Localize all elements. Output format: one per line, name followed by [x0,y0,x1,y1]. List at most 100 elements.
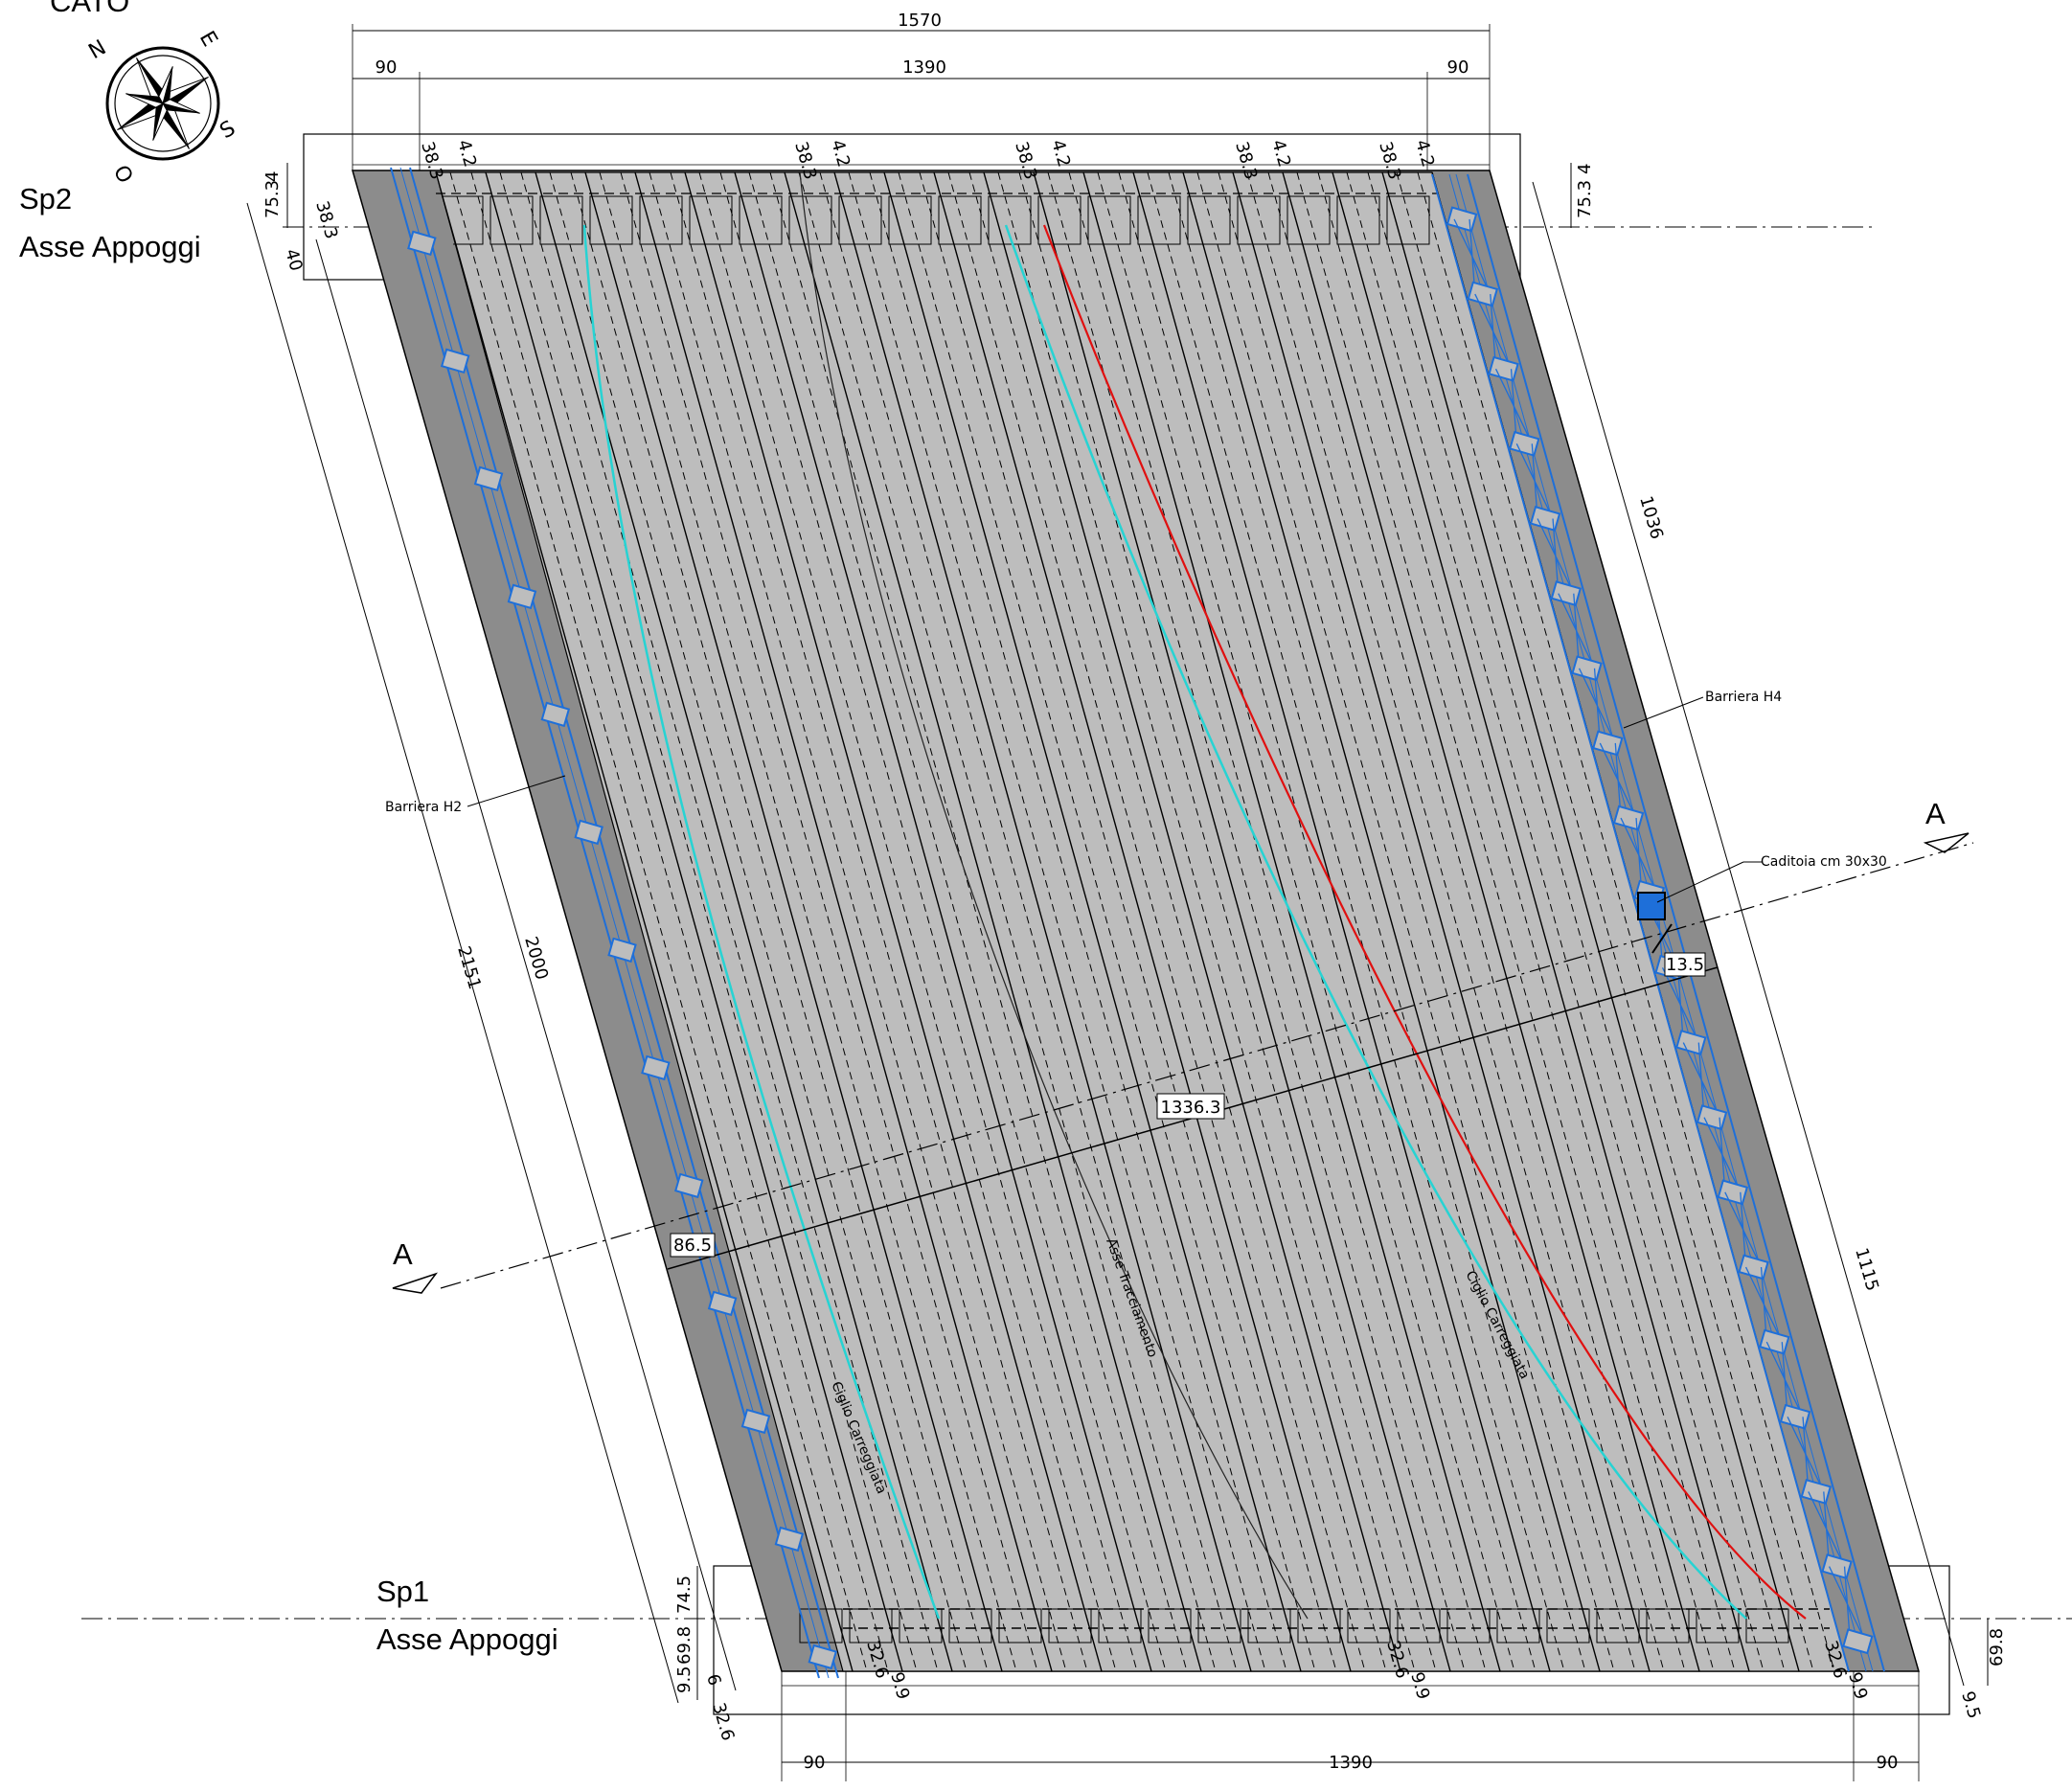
barrier-post [740,1408,771,1435]
dim-top-left: 90 [376,57,398,78]
barrier-post [1592,730,1624,757]
compass-west: O [108,162,137,189]
barrier-post [540,701,571,728]
barrier-post [1779,1403,1811,1430]
dim-tl-4: 40 [281,247,307,274]
dim-top-right: 90 [1447,57,1469,78]
leader-barrier-left [467,775,566,807]
dim-bottom-small-b: 9.9 [886,1670,913,1702]
alignment-line [1042,224,1807,1620]
axis-line [799,171,1309,1620]
dim-bl-5: 6 [702,1672,724,1689]
barrier-post [1467,281,1499,307]
dim-right-lower: 1115 [1851,1246,1882,1294]
barrier-brace [1843,1566,1851,1642]
leader-barrier-right [1623,696,1704,729]
barrier-post [1488,355,1519,382]
barrier-brace [1469,218,1476,295]
beam [933,172,1387,1671]
barrier-post [1821,1553,1853,1580]
barrier-brace [1697,1042,1705,1118]
beam [1082,172,1537,1671]
compass-south: S [216,117,240,145]
beam [883,172,1337,1671]
dim-skew-left: 86.5 [673,1236,712,1256]
barrier-post [641,1054,671,1081]
barrier-post [1738,1254,1769,1281]
barrier-post [1509,430,1540,457]
beam [684,172,1138,1671]
section-line [440,842,1974,1289]
dim-line-right-outer [1532,181,1965,1687]
beam [1132,172,1586,1671]
dim-bottom-small-b: 9.9 [1844,1670,1871,1702]
barrier-post [440,348,470,374]
barrier-brace [1614,742,1622,819]
barrier-brace [1676,967,1684,1043]
barrier-post [1842,1628,1874,1655]
dim-line-left-inner [315,238,737,1691]
dim-skew-left-box [670,1233,716,1258]
beam [634,172,1088,1671]
dim-tl-3: 38.3 [311,199,341,241]
barrier-post [1759,1328,1790,1355]
barrier-post [1571,655,1603,682]
barrier-post [1612,805,1645,831]
barrier-post [1717,1179,1749,1206]
dim-left-outer: 2151 [453,944,485,992]
barrier-brace [1760,1266,1767,1343]
curb-line-right [1004,224,1747,1620]
dim-bottom-mid: 1390 [1329,1753,1373,1773]
dim-bottom-small-b: 9.9 [1406,1670,1433,1702]
dim-diagonal: 1336.3 [1161,1098,1221,1118]
beam [1182,172,1636,1671]
barrier-brace [1635,818,1643,894]
drain-icon [1637,892,1666,920]
barrier-post [707,1290,738,1317]
barrier-brace [1802,1417,1810,1492]
support-top-name: Sp2 [19,182,72,215]
drain-arm [1651,923,1673,954]
dim-top-mid: 1390 [902,57,946,78]
barrier-post [507,583,537,610]
dim-skew-right: 13.5 [1666,955,1704,975]
barrier-post [774,1526,805,1553]
label-section-right: A [1925,797,1946,830]
curb-line-left [582,224,941,1620]
dim-top-total: 1570 [898,11,942,31]
dim-tr-1: 4 [1575,164,1595,174]
barrier-post [574,819,603,846]
barrier-brace [1573,593,1581,669]
barrier-brace [1719,1117,1726,1192]
dim-bl-4: 32.6 [708,1701,738,1743]
beam [983,172,1437,1671]
section-marker-right [1923,832,1970,853]
barrier-brace [1510,369,1517,444]
barrier-left-posts [407,230,837,1670]
dim-left-inner: 2000 [520,935,552,983]
barrier-brace [1823,1491,1831,1567]
barrier-brace [1490,293,1497,370]
compass-north: N [85,35,111,64]
barrier-right [1431,173,1885,1672]
precast-beams [436,172,1850,1671]
dim-br-2: 9.5 [1957,1689,1984,1721]
barrier-post [1550,580,1582,607]
barrier-post [1446,206,1478,233]
compass-icon [105,46,220,161]
dim-bl-1: 74.5 [674,1576,694,1614]
dim-tr-2: 75.3 [1575,180,1595,218]
section-marker-left [392,1272,439,1294]
drawing-title: CATO [50,0,129,18]
barrier-post [1696,1104,1728,1131]
barrier-brace [1531,443,1538,519]
barrier-post [1529,506,1561,532]
label-barrier-right: Barriera H4 [1705,690,1782,705]
dim-tl-1: 4 [262,171,283,182]
barrier-brace [1593,668,1601,743]
beam [1282,172,1736,1671]
dim-br-1: 69.8 [1987,1628,2007,1666]
dim-bl-3: 9.5 [674,1666,694,1693]
support-bottom-name: Sp1 [376,1575,429,1608]
